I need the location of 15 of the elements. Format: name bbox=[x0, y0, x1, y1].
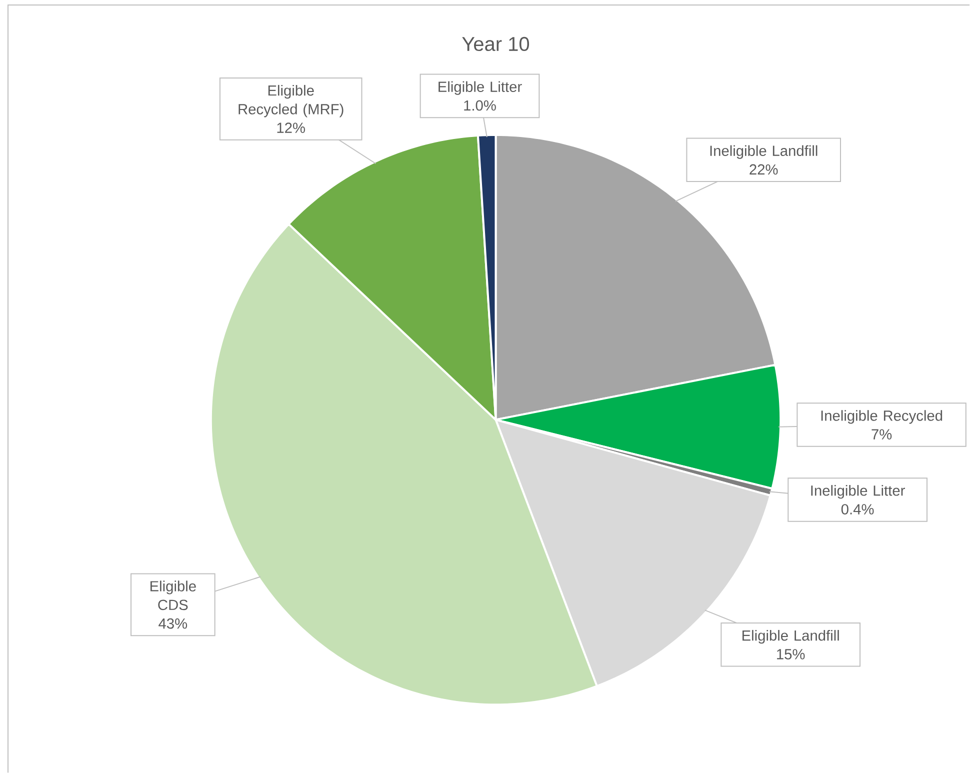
chart-title: Year 10 bbox=[462, 36, 530, 52]
slice-label: Eligible Litter bbox=[438, 81, 522, 95]
data-label: 15% bbox=[777, 649, 805, 660]
slice-label: Ineligible Recycled bbox=[821, 410, 942, 424]
slice-label: Eligible Landfill bbox=[742, 630, 839, 644]
slice-label: Ineligible Landfill bbox=[710, 145, 818, 159]
data-label: 1.0% bbox=[464, 100, 496, 111]
slice-label: Eligible CDS bbox=[150, 580, 196, 610]
data-label: 43% bbox=[158, 618, 188, 629]
data-label: 22% bbox=[750, 164, 778, 175]
data-label: 12% bbox=[277, 122, 305, 133]
data-label: 0.4% bbox=[841, 504, 874, 514]
slice-label: Ineligible Litter bbox=[811, 484, 905, 499]
data-label: 7% bbox=[872, 429, 892, 440]
slice-label: Eligible Recycled (MRF) bbox=[238, 84, 344, 118]
